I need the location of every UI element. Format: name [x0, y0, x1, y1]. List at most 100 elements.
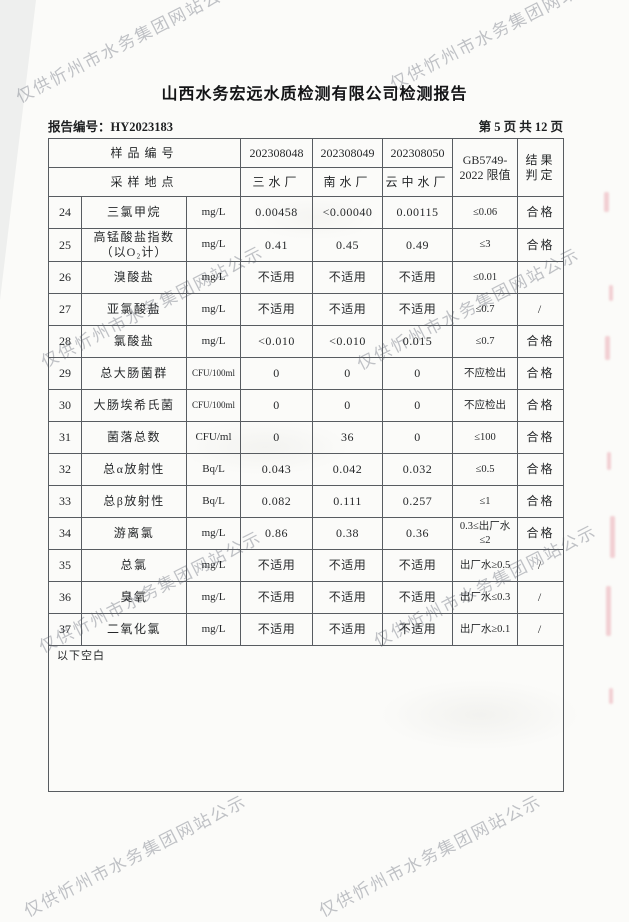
param-name: 游离氯	[81, 517, 187, 550]
value-sample-3: 0	[382, 357, 454, 390]
param-name: 二氧化氯	[81, 613, 187, 646]
value-sample-3: 0.36	[382, 517, 454, 550]
sample-id-label: 样品编号	[47, 138, 242, 168]
watermark-text: 仅供忻州市水务集团网站公示	[316, 791, 545, 921]
result-judgment: 合格	[517, 357, 565, 390]
param-name-text: 高锰酸盐指数	[93, 230, 175, 244]
param-unit: mg/L	[185, 293, 242, 326]
value-sample-2: 不适用	[312, 613, 384, 646]
row-number: 37	[48, 613, 82, 646]
result-label-line2: 判定	[525, 167, 556, 182]
result-judgment: 合格	[517, 421, 565, 454]
param-name-text: 溴酸盐	[113, 270, 155, 284]
param-name-text: 游离氯	[113, 526, 155, 540]
table-row: 30 大肠埃希氏菌 CFU/100ml 0 0 0 不应检出 合格	[48, 389, 565, 422]
limit-value: 出厂水≥0.5	[452, 549, 519, 582]
param-name: 总大肠菌群	[81, 357, 187, 390]
table-row: 32 总α放射性 Bq/L 0.043 0.042 0.032 ≤0.5 合格	[48, 453, 565, 486]
row-number: 32	[48, 453, 82, 486]
param-name: 氯酸盐	[81, 325, 187, 358]
value-sample-2: 不适用	[312, 581, 384, 614]
value-sample-3: 不适用	[382, 549, 454, 582]
value-sample-1: 0.41	[240, 228, 314, 262]
param-name-text: 大肠埃希氏菌	[93, 398, 175, 412]
param-name: 大肠埃希氏菌	[81, 389, 187, 422]
scan-smudge	[604, 192, 609, 212]
param-unit: mg/L	[185, 517, 242, 550]
table-row: 33 总β放射性 Bq/L 0.082 0.111 0.257 ≤1 合格	[48, 485, 565, 518]
param-unit: mg/L	[185, 228, 242, 262]
param-unit: mg/L	[185, 549, 242, 582]
param-unit: CFU/ml	[185, 421, 242, 454]
table-row: 24 三氯甲烷 mg/L 0.00458 <0.00040 0.00115 ≤0…	[48, 196, 565, 229]
result-label-line1: 结果	[525, 152, 556, 167]
value-sample-3: 不适用	[382, 261, 454, 294]
limit-value: ≤0.7	[452, 293, 519, 326]
param-name: 高锰酸盐指数 （以O₂计）	[81, 228, 187, 262]
limit-value: 0.3≤出厂水≤2	[452, 517, 519, 550]
limit-value: 不应检出	[452, 389, 519, 422]
value-sample-2: 0.111	[312, 485, 384, 518]
value-sample-3: 0.257	[382, 485, 454, 518]
value-sample-3: 0.015	[382, 325, 454, 358]
result-judgment: 合格	[517, 325, 565, 358]
value-sample-3: 0.032	[382, 453, 454, 486]
limit-value: 出厂水≤0.3	[452, 581, 519, 614]
sample-id-3: 202308050	[382, 138, 454, 168]
scan-smudge	[607, 452, 611, 470]
location-1: 三水厂	[240, 167, 314, 197]
sample-id-2: 202308049	[312, 138, 384, 168]
scan-smudge	[610, 516, 615, 558]
value-sample-2: <0.010	[312, 325, 384, 358]
param-unit: mg/L	[185, 581, 242, 614]
limit-value: 出厂水≥0.1	[452, 613, 519, 646]
table-row: 35 总氯 mg/L 不适用 不适用 不适用 出厂水≥0.5 /	[48, 549, 565, 582]
param-name-text: 总β放射性	[103, 494, 165, 508]
param-name: 溴酸盐	[81, 261, 187, 294]
param-name: 菌落总数	[81, 421, 187, 454]
value-sample-1: 不适用	[240, 581, 314, 614]
limit-value: ≤1	[452, 485, 519, 518]
scan-smudge	[609, 285, 613, 301]
report-number: 报告编号：HY2023183	[48, 120, 174, 134]
table-row: 26 溴酸盐 mg/L 不适用 不适用 不适用 ≤0.01	[48, 261, 565, 294]
table-row: 31 菌落总数 CFU/ml 0 36 0 ≤100 合格	[48, 421, 565, 454]
value-sample-1: 不适用	[240, 261, 314, 294]
value-sample-1: 0	[240, 389, 314, 422]
table-row: 29 总大肠菌群 CFU/100ml 0 0 0 不应检出 合格	[48, 357, 565, 390]
value-sample-1: 0.86	[240, 517, 314, 550]
value-sample-2: 0.042	[312, 453, 384, 486]
param-unit: CFU/100ml	[185, 389, 242, 422]
table-row: 36 臭氧 mg/L 不适用 不适用 不适用 出厂水≤0.3 /	[48, 581, 565, 614]
value-sample-1: 0.00458	[240, 196, 314, 229]
value-sample-3: 0.00115	[382, 196, 454, 229]
location-3: 云中水厂	[382, 167, 454, 197]
param-name-text: 二氧化氯	[106, 622, 161, 636]
result-judgment-header: 结果 判定	[517, 138, 565, 197]
row-number: 31	[48, 421, 82, 454]
below-blank-note: 以下空白	[47, 645, 565, 792]
value-sample-1: <0.010	[240, 325, 314, 358]
limit-value: 不应检出	[452, 357, 519, 390]
param-name-text: 总大肠菌群	[100, 366, 168, 380]
limit-value: ≤100	[452, 421, 519, 454]
param-name-text: 总氯	[120, 558, 148, 572]
table-row: 34 游离氯 mg/L 0.86 0.38 0.36 0.3≤出厂水≤2 合格	[48, 517, 565, 550]
result-judgment: /	[517, 549, 565, 582]
value-sample-1: 不适用	[240, 549, 314, 582]
value-sample-1: 0	[240, 357, 314, 390]
scan-smudge	[606, 586, 611, 636]
value-sample-2: <0.00040	[312, 196, 384, 229]
param-name-text: 三氯甲烷	[106, 205, 161, 219]
row-number: 25	[48, 228, 82, 262]
standard-limit-label: 2022 限值	[459, 167, 511, 182]
param-name-text: 臭氧	[120, 590, 148, 604]
value-sample-3: 不适用	[382, 613, 454, 646]
result-judgment: 合格	[517, 453, 565, 486]
value-sample-1: 0.082	[240, 485, 314, 518]
report-page: 仅供忻州市水务集团网站公示 仅供忻州市水务集团网站公示 仅供忻州市水务集团网站公…	[0, 0, 616, 921]
param-unit: Bq/L	[185, 453, 242, 486]
row-number: 26	[48, 261, 82, 294]
limit-value: ≤0.06	[452, 196, 519, 229]
page-indicator: 第 5 页 共 12 页	[478, 120, 563, 134]
